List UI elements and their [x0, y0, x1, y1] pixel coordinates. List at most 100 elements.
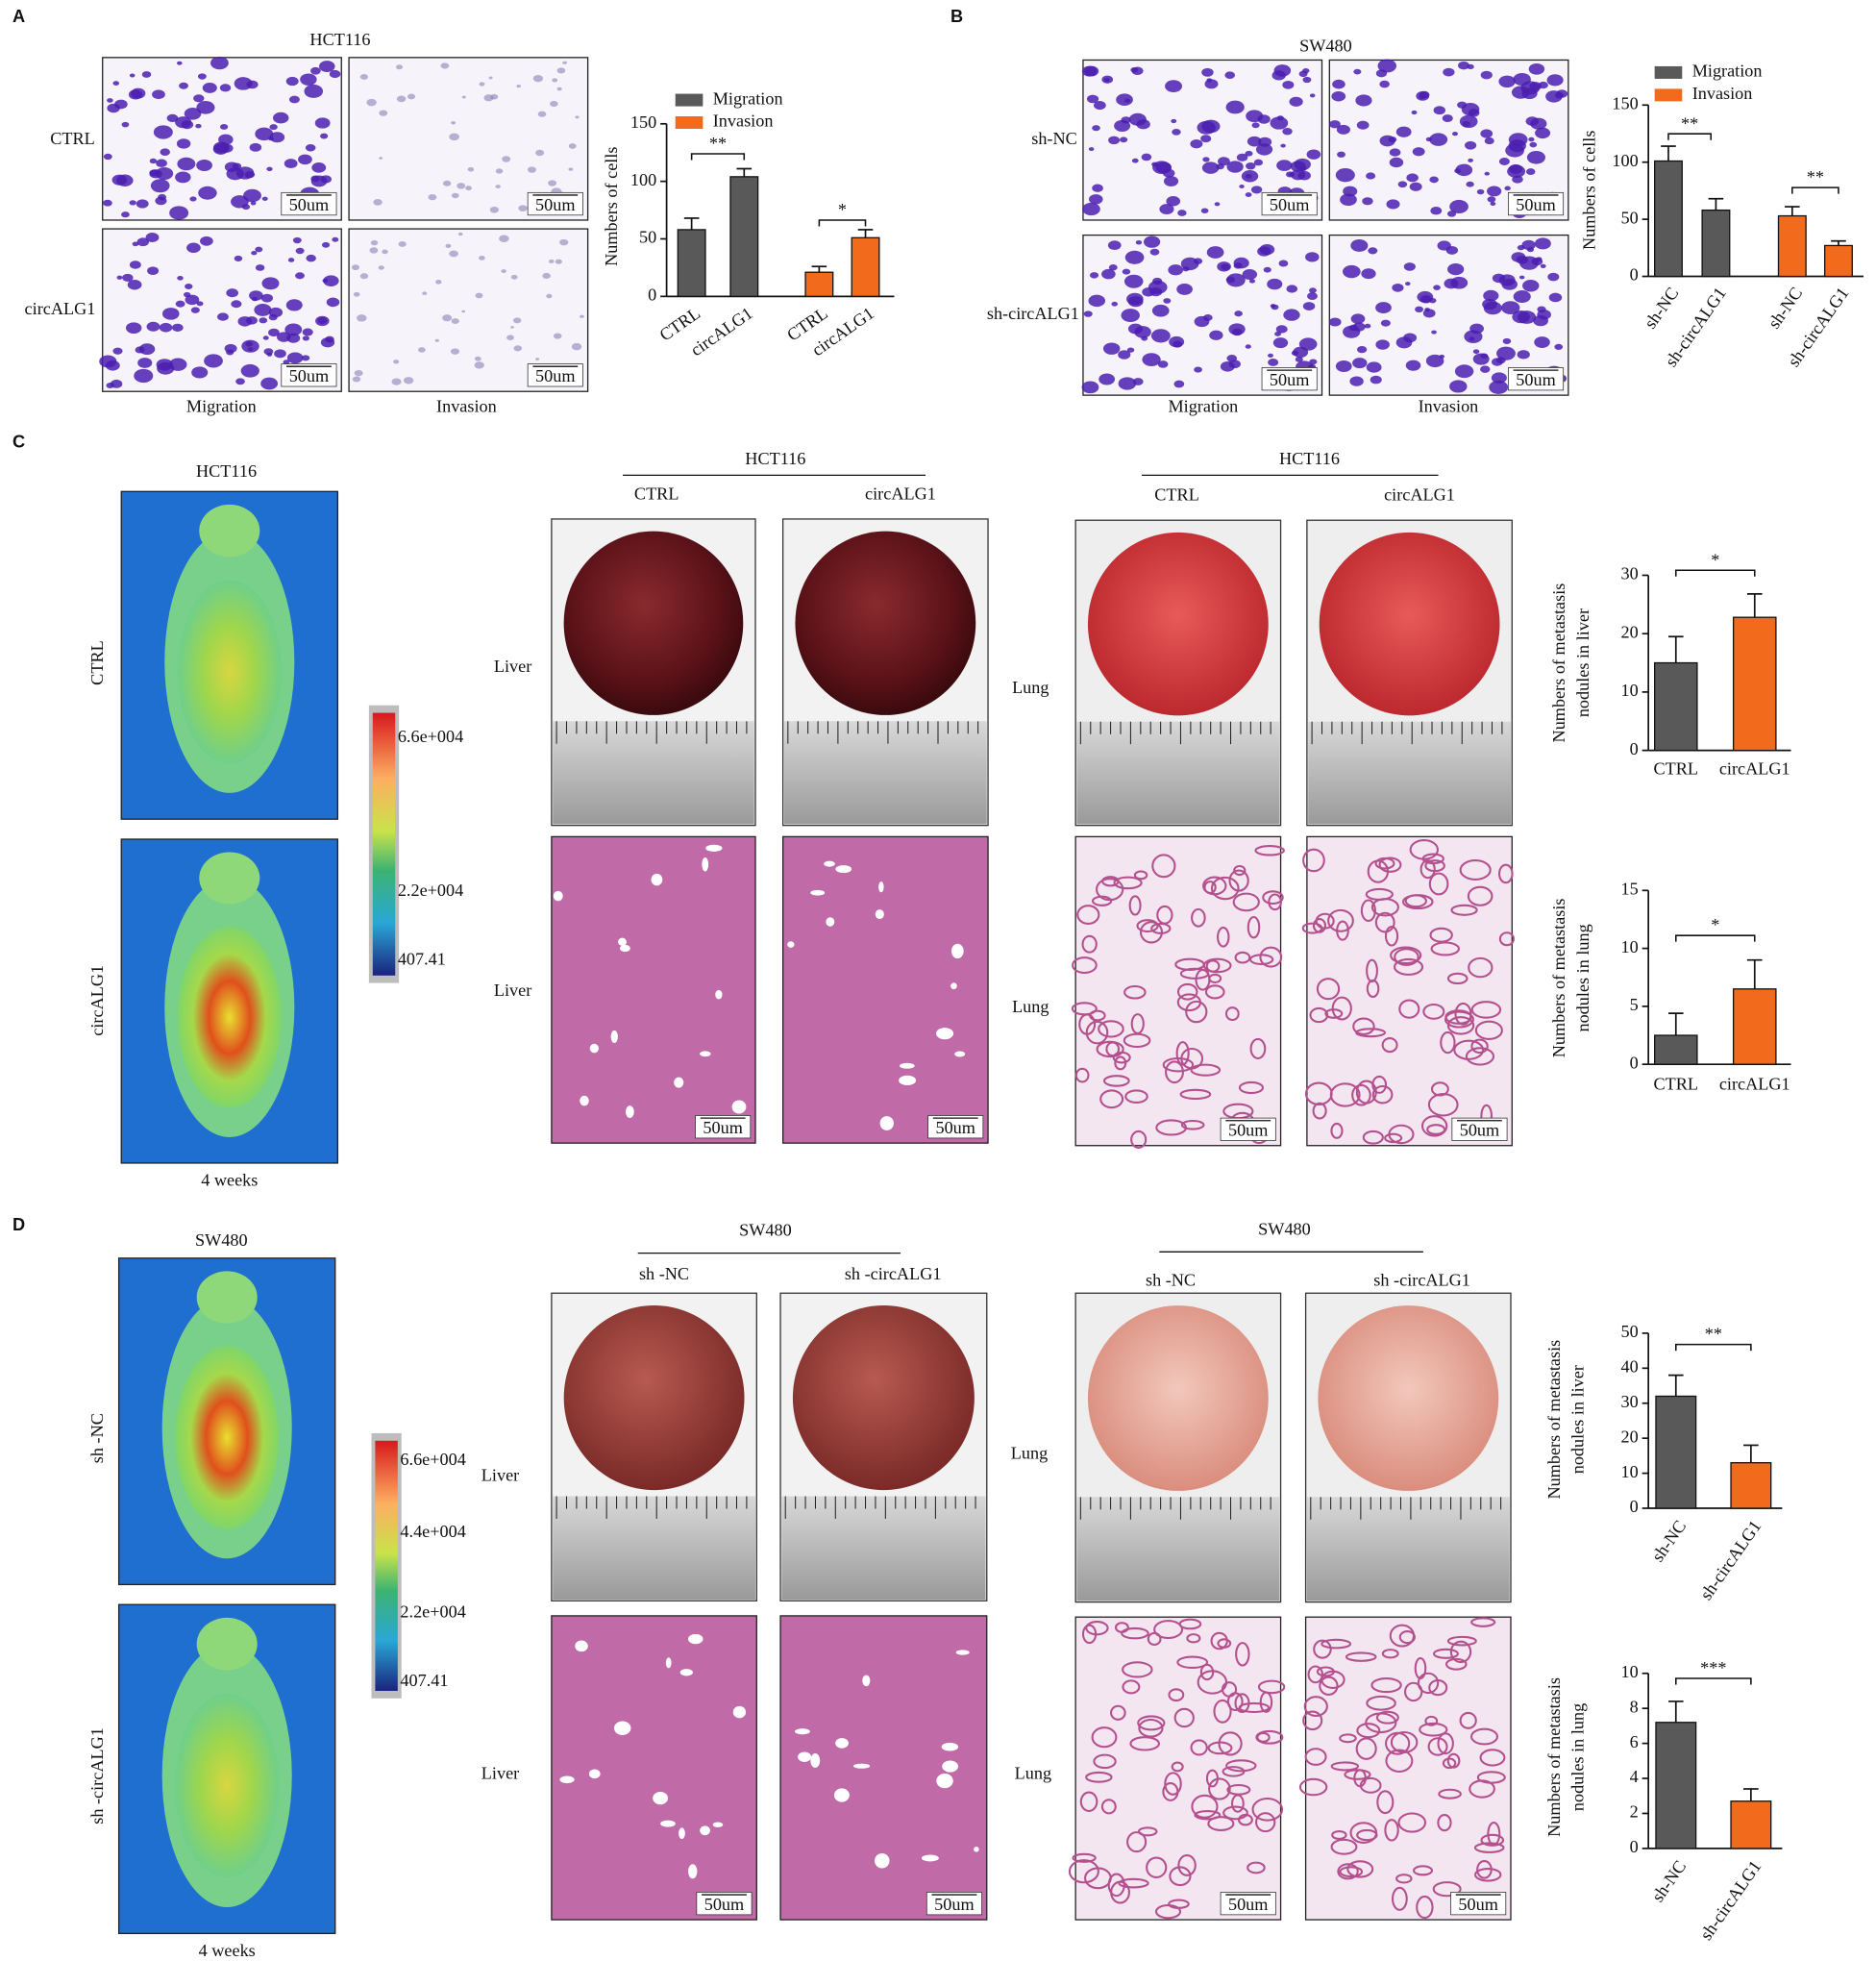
organ [795, 531, 976, 715]
tissue-detail [1331, 1829, 1347, 1841]
tissue-detail [1222, 1805, 1248, 1821]
row-label: Lung [1011, 1443, 1048, 1462]
cell [285, 299, 303, 311]
cell [110, 379, 123, 388]
tissue-detail [1194, 1810, 1222, 1821]
cell [532, 74, 544, 83]
cell [475, 292, 483, 299]
cell [1484, 137, 1494, 145]
tissue-detail [1459, 859, 1492, 881]
cell [1447, 262, 1465, 276]
cell [185, 283, 193, 289]
panel-label: D [12, 1215, 25, 1234]
y-tick-label: 10 [1621, 1662, 1639, 1681]
cell [407, 93, 416, 100]
cell [467, 166, 475, 172]
tissue-detail [1302, 1710, 1323, 1731]
cell [513, 345, 523, 352]
cell [249, 142, 262, 152]
ruler [1306, 1497, 1510, 1601]
cell [1526, 247, 1535, 253]
cell [1101, 75, 1114, 84]
cell [552, 78, 558, 83]
cell [261, 196, 268, 201]
cell [1224, 71, 1236, 79]
cell [1342, 264, 1361, 279]
cell [1364, 323, 1371, 329]
bar [1654, 1034, 1698, 1065]
cell [152, 89, 165, 100]
cell [315, 315, 330, 327]
tissue-detail [1107, 1873, 1125, 1898]
tissue-detail [1186, 1633, 1201, 1644]
tissue-detail [1404, 894, 1427, 908]
error-bar [1667, 1012, 1684, 1036]
cell [135, 346, 145, 354]
tissue-detail [1304, 1081, 1333, 1106]
tissue-detail [1440, 1030, 1456, 1055]
mouse-signal [177, 580, 282, 764]
cell [1241, 170, 1259, 183]
cell [1305, 252, 1320, 262]
cell [210, 56, 229, 70]
group-header: SW480 [739, 1221, 792, 1240]
cell [185, 294, 200, 306]
cell [1484, 171, 1490, 176]
cell [440, 62, 450, 69]
cell [295, 272, 305, 280]
cell [1131, 66, 1144, 76]
bar [804, 271, 834, 297]
group-label: circALG1 [1384, 485, 1455, 505]
cell [1540, 263, 1546, 269]
tissue-detail [674, 1077, 684, 1088]
time-label: 4 weeks [199, 1941, 256, 1960]
cell [267, 137, 274, 141]
tissue-detail [1446, 1752, 1461, 1769]
tissue-detail [679, 1827, 685, 1840]
bar [851, 236, 880, 297]
tissue-detail [702, 856, 709, 872]
tissue-detail [1146, 1856, 1168, 1878]
tissue-detail [1225, 1759, 1257, 1773]
tissue-detail [1262, 890, 1284, 906]
tissue-detail [1205, 1769, 1219, 1788]
legend-label: Migration [713, 88, 783, 108]
tissue-detail [824, 860, 835, 867]
cell [1454, 364, 1474, 379]
cell [1356, 120, 1370, 130]
y-axis-label: Numbers of cells [1579, 131, 1598, 250]
tissue-detail [1110, 1704, 1126, 1721]
tissue-detail [1336, 920, 1349, 941]
cell [273, 112, 289, 124]
colorbar-label: 2.2e+004 [398, 881, 463, 900]
y-axis-label: Numbers of metastasis [1549, 583, 1568, 743]
cell [568, 167, 574, 171]
cell [320, 133, 329, 139]
tissue-detail [1191, 907, 1206, 928]
tissue-detail [617, 937, 627, 946]
significance-label: ** [1705, 1325, 1722, 1344]
cell [1505, 143, 1524, 158]
cell [559, 238, 569, 246]
cell [1132, 378, 1144, 385]
tissue-detail [950, 982, 957, 990]
cell [1165, 80, 1182, 93]
cell [175, 171, 191, 184]
row-label: Liver [494, 980, 531, 1000]
cell [1340, 193, 1357, 207]
cell [451, 192, 459, 199]
cell [1355, 94, 1372, 107]
cell [1120, 137, 1128, 143]
error-bar [1831, 239, 1846, 246]
cell [287, 258, 295, 262]
cell [260, 377, 278, 390]
bar [1655, 1722, 1697, 1849]
cell [1464, 140, 1477, 150]
cell [351, 264, 360, 271]
y-tick-label: 15 [1621, 879, 1639, 898]
ruler [1076, 721, 1280, 825]
scale-bar-label: 50um [289, 195, 329, 214]
scale-bar-label: 50um [535, 195, 575, 214]
tissue-detail [1307, 1665, 1323, 1684]
cell [1328, 317, 1342, 327]
